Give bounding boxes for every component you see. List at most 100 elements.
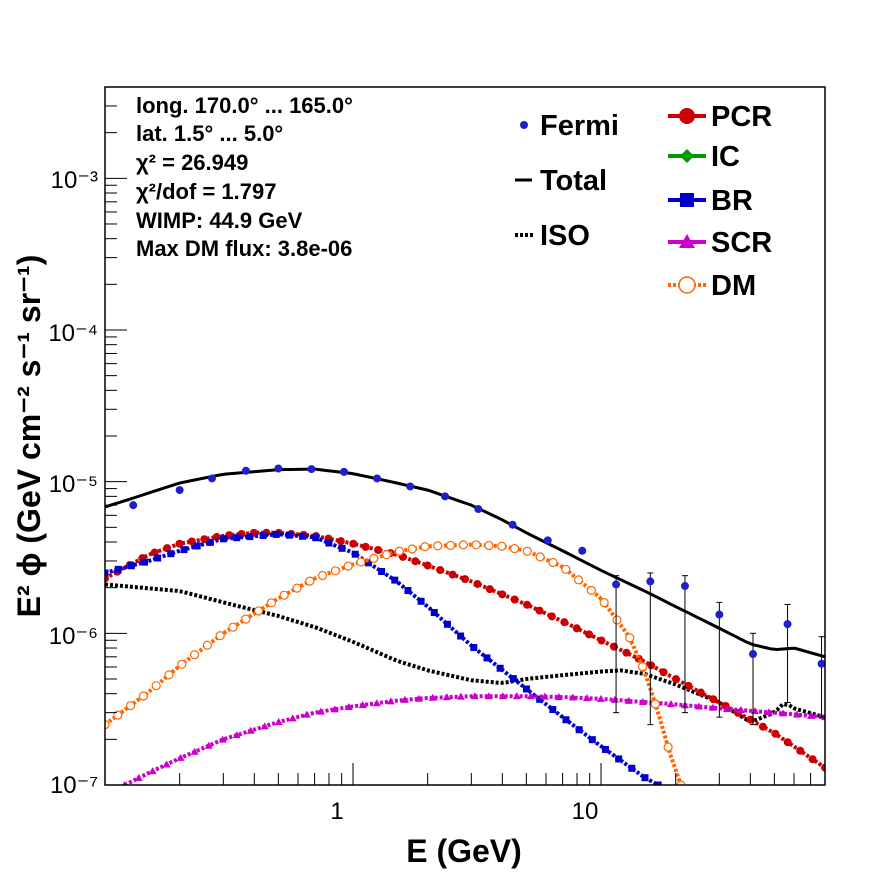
legend-label-pcr: PCR xyxy=(711,101,772,133)
point-pcr xyxy=(758,722,767,731)
point-pcr xyxy=(436,566,445,575)
point-br xyxy=(615,755,623,763)
point-pcr xyxy=(535,606,544,615)
point-scr xyxy=(344,703,353,711)
point-br xyxy=(588,736,596,744)
legend-item-iso: ISO xyxy=(515,220,590,252)
point-pcr xyxy=(461,575,469,584)
point-br xyxy=(549,706,557,714)
fermi-point xyxy=(241,466,250,475)
series-total xyxy=(105,467,825,659)
point-pcr xyxy=(349,539,358,548)
point-dm xyxy=(433,541,443,551)
legend-item-fermi: Fermi xyxy=(520,110,619,142)
point-dm xyxy=(279,590,289,600)
point-scr xyxy=(316,707,325,715)
point-dm xyxy=(177,659,187,669)
point-scr xyxy=(134,774,143,782)
point-br xyxy=(351,550,359,558)
point-br xyxy=(378,567,386,575)
legend-marker-br xyxy=(680,193,694,207)
fermi-point xyxy=(783,603,792,703)
point-scr xyxy=(274,717,283,725)
point-br xyxy=(127,562,135,570)
fermi-point xyxy=(508,520,517,529)
point-pcr xyxy=(597,636,606,645)
point-br xyxy=(272,530,280,538)
point-pcr xyxy=(473,579,482,588)
point-pcr xyxy=(336,537,345,546)
point-dm xyxy=(663,742,673,752)
point-dm xyxy=(637,662,648,672)
point-br xyxy=(259,532,267,540)
point-scr xyxy=(638,697,647,705)
fermi-marker xyxy=(207,474,216,483)
point-pcr xyxy=(684,681,693,690)
point-dm xyxy=(676,780,686,785)
point-pcr xyxy=(659,668,668,677)
point-br xyxy=(167,550,175,558)
point-dm xyxy=(458,540,468,550)
point-pcr xyxy=(672,675,681,684)
series-line-scr xyxy=(123,694,825,785)
point-scr xyxy=(372,699,381,707)
series-pcr xyxy=(105,528,825,772)
point-pcr xyxy=(200,535,209,544)
point-dm xyxy=(164,670,174,680)
point-scr xyxy=(302,710,311,718)
fermi-point xyxy=(680,575,689,714)
point-br xyxy=(105,569,109,577)
point-br xyxy=(628,764,636,772)
info-chi2-dof: χ²/dof = 1.797 xyxy=(136,179,276,204)
point-dm xyxy=(548,557,558,568)
info-latitude: lat. 1.5° ... 5.0° xyxy=(136,121,283,146)
point-br xyxy=(536,695,544,703)
fermi-marker xyxy=(406,482,415,491)
point-br xyxy=(641,774,649,782)
series-layer xyxy=(105,467,825,785)
point-br xyxy=(285,531,293,539)
point-pcr xyxy=(510,595,519,604)
legend-marker-fermi xyxy=(520,121,528,129)
point-scr xyxy=(442,693,451,701)
point-dm xyxy=(292,583,302,593)
point-dm xyxy=(586,585,596,595)
fermi-marker xyxy=(373,474,382,483)
axis-ticks xyxy=(104,86,826,786)
point-dm xyxy=(151,681,161,691)
point-dm xyxy=(509,543,520,554)
legend-item-scr: SCR xyxy=(668,227,772,259)
fermi-point xyxy=(715,601,724,718)
series-line-pcr xyxy=(105,530,825,770)
point-pcr xyxy=(485,585,494,594)
point-scr xyxy=(428,693,437,701)
point-dm xyxy=(599,598,609,608)
fermi-marker xyxy=(680,582,689,591)
point-pcr xyxy=(622,648,631,657)
point-scr xyxy=(190,747,199,755)
point-dm xyxy=(522,546,532,556)
point-dm xyxy=(189,650,200,660)
fermi-marker xyxy=(749,650,758,659)
point-br xyxy=(114,565,122,573)
legend-item-total: Total xyxy=(515,165,607,197)
point-pcr xyxy=(808,755,817,764)
legend-item-br: BR xyxy=(668,185,753,217)
point-pcr xyxy=(783,738,792,747)
point-br xyxy=(522,685,530,693)
fermi-point xyxy=(373,474,382,483)
point-scr xyxy=(610,695,619,703)
point-dm xyxy=(625,633,635,643)
point-dm xyxy=(125,700,136,711)
fermi-marker xyxy=(783,620,792,629)
point-br xyxy=(193,542,201,550)
point-pcr xyxy=(547,612,556,621)
fermi-point xyxy=(129,501,138,510)
fermi-point xyxy=(543,536,552,545)
point-dm xyxy=(253,606,264,616)
fermi-point xyxy=(474,505,483,514)
point-scr xyxy=(596,694,605,702)
info-box: long. 170.0° ... 165.0° lat. 1.5° ... 5.… xyxy=(136,93,353,261)
point-dm xyxy=(497,541,507,551)
